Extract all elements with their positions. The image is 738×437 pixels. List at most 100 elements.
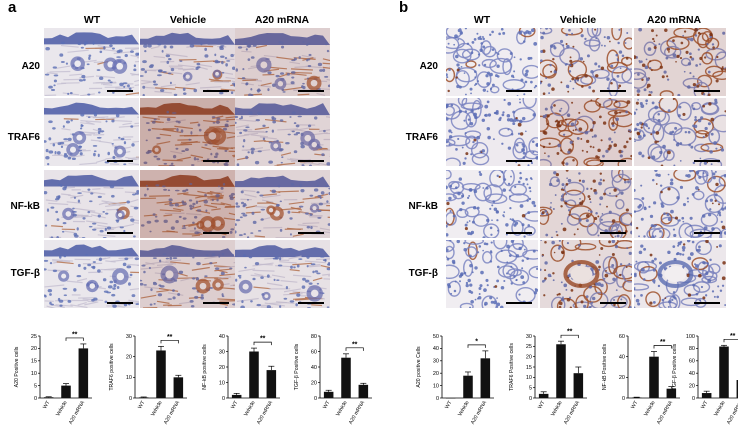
scale-bar	[600, 232, 626, 234]
lung-micrograph-tgfb-vehicle	[540, 240, 632, 308]
scale-bar	[506, 160, 532, 162]
bar-a20-mrna	[358, 384, 369, 398]
bar-a20-mrna	[480, 358, 491, 398]
y-tick-label: 20	[689, 383, 695, 389]
lung-micrograph-traf6-vehicle	[540, 98, 632, 166]
significance-bracket	[653, 345, 672, 349]
panel-a-row-traf6: TRAF6	[7, 132, 40, 143]
significance-label: **	[72, 331, 78, 338]
scale-bar	[694, 90, 720, 92]
y-tick-label: 20	[311, 380, 317, 386]
scale-bar	[107, 90, 133, 92]
lung-micrograph-tgfb-wt	[446, 240, 538, 308]
panel-b-row-nfkb: NF-kB	[408, 201, 438, 212]
bar-vehicle	[463, 375, 473, 398]
bar-a20-mrna	[266, 370, 277, 398]
x-tick-label: WT	[630, 399, 640, 410]
y-tick-label: 0	[129, 396, 132, 402]
y-axis-label: NF-kB positive cells	[202, 344, 208, 390]
skin-micrograph-a20-wt	[44, 28, 139, 96]
scale-bar	[107, 232, 133, 234]
y-tick-label: 40	[311, 365, 317, 371]
scale-bar	[203, 232, 229, 234]
x-tick-label: Vehicle	[243, 400, 257, 418]
y-tick-label: 0	[622, 396, 625, 402]
significance-label: **	[660, 339, 666, 346]
y-tick-label: 0	[222, 396, 225, 402]
x-tick-label: Vehicle	[550, 400, 564, 418]
significance-bracket	[723, 338, 738, 343]
scale-bar	[600, 160, 626, 162]
y-tick-label: 15	[31, 359, 37, 365]
scale-bar	[506, 302, 532, 304]
significance-label: **	[167, 334, 173, 341]
y-tick-label: 25	[526, 344, 532, 350]
y-tick-label: 10	[219, 380, 225, 386]
x-tick-label: A20 mRNA	[470, 400, 488, 426]
bar-chart-2: TRAF6 positive cells 0 10 20 30 WT Vehicle A20 …	[105, 328, 193, 436]
bar-vehicle	[341, 357, 351, 398]
y-axis-label: A20 Positive cells	[14, 346, 20, 387]
y-tick-label: 10	[31, 371, 37, 377]
y-tick-label: 10	[526, 375, 532, 381]
x-tick-label: A20 mRNA	[68, 400, 86, 426]
y-tick-label: 30	[126, 334, 132, 340]
x-tick-label: WT	[700, 399, 710, 410]
bar-a20-mrna	[173, 377, 184, 398]
panel-a-row-tgfb: TGF-β	[10, 268, 40, 279]
x-tick-label: A20 mRNA	[726, 400, 738, 426]
y-tick-label: 30	[433, 359, 439, 365]
lung-micrograph-tgfb-a20mrna	[634, 240, 726, 308]
y-axis-label: NF-kB Positive cells	[602, 344, 608, 391]
lung-micrograph-traf6-a20mrna	[634, 98, 726, 166]
x-tick-label: WT	[537, 399, 547, 410]
lung-micrograph-traf6-wt	[446, 98, 538, 166]
y-tick-label: 20	[126, 354, 132, 360]
y-tick-label: 5	[34, 383, 37, 389]
x-tick-label: Vehicle	[713, 400, 727, 418]
lung-micrograph-nfkb-wt	[446, 170, 538, 238]
x-tick-label: WT	[42, 399, 52, 410]
bar-vehicle	[649, 356, 659, 398]
scale-bar	[600, 90, 626, 92]
panel-a-col-wt: WT	[83, 14, 101, 26]
y-tick-label: 20	[31, 346, 37, 352]
bar-wt	[43, 397, 54, 398]
y-tick-label: 25	[31, 334, 37, 340]
y-tick-label: 15	[526, 365, 532, 371]
scale-bar	[298, 302, 324, 304]
bar-wt	[631, 397, 642, 398]
scale-bar	[203, 302, 229, 304]
bar-chart-5: A20 positive Cells 0 10 20 30 40 50 WT Vehicle A2…	[412, 328, 500, 436]
skin-micrograph-nfkb-a20mrna	[235, 170, 330, 238]
significance-bracket	[345, 347, 364, 351]
skin-micrograph-tgfb-wt	[44, 240, 139, 308]
skin-micrograph-nfkb-vehicle	[140, 170, 235, 238]
lung-micrograph-a20-vehicle	[540, 28, 632, 96]
scale-bar	[203, 90, 229, 92]
skin-micrograph-a20-vehicle	[140, 28, 235, 96]
significance-bracket	[65, 337, 84, 341]
skin-micrograph-traf6-a20mrna	[235, 98, 330, 166]
significance-bracket	[560, 334, 579, 339]
scale-bar	[506, 90, 532, 92]
bar-vehicle	[249, 351, 259, 398]
bar-chart-8: TGF-β Positive cells 0 20 40 60 80 100 WT Vehicl…	[668, 328, 738, 436]
y-tick-label: 20	[433, 371, 439, 377]
skin-micrograph-traf6-vehicle	[140, 98, 235, 166]
bar-a20-mrna	[78, 348, 89, 398]
y-tick-label: 40	[433, 346, 439, 352]
significance-label: **	[352, 341, 358, 348]
scale-bar	[506, 232, 532, 234]
significance-label: **	[260, 336, 266, 343]
scale-bar	[694, 232, 720, 234]
skin-micrograph-traf6-wt	[44, 98, 139, 166]
lung-micrograph-nfkb-vehicle	[540, 170, 632, 238]
skin-micrograph-tgfb-a20mrna	[235, 240, 330, 308]
y-tick-label: 80	[311, 334, 317, 340]
y-tick-label: 100	[686, 334, 695, 340]
y-tick-label: 5	[529, 385, 532, 391]
y-tick-label: 0	[34, 396, 37, 402]
bar-a20-mrna	[666, 388, 677, 398]
y-tick-label: 40	[219, 334, 225, 340]
